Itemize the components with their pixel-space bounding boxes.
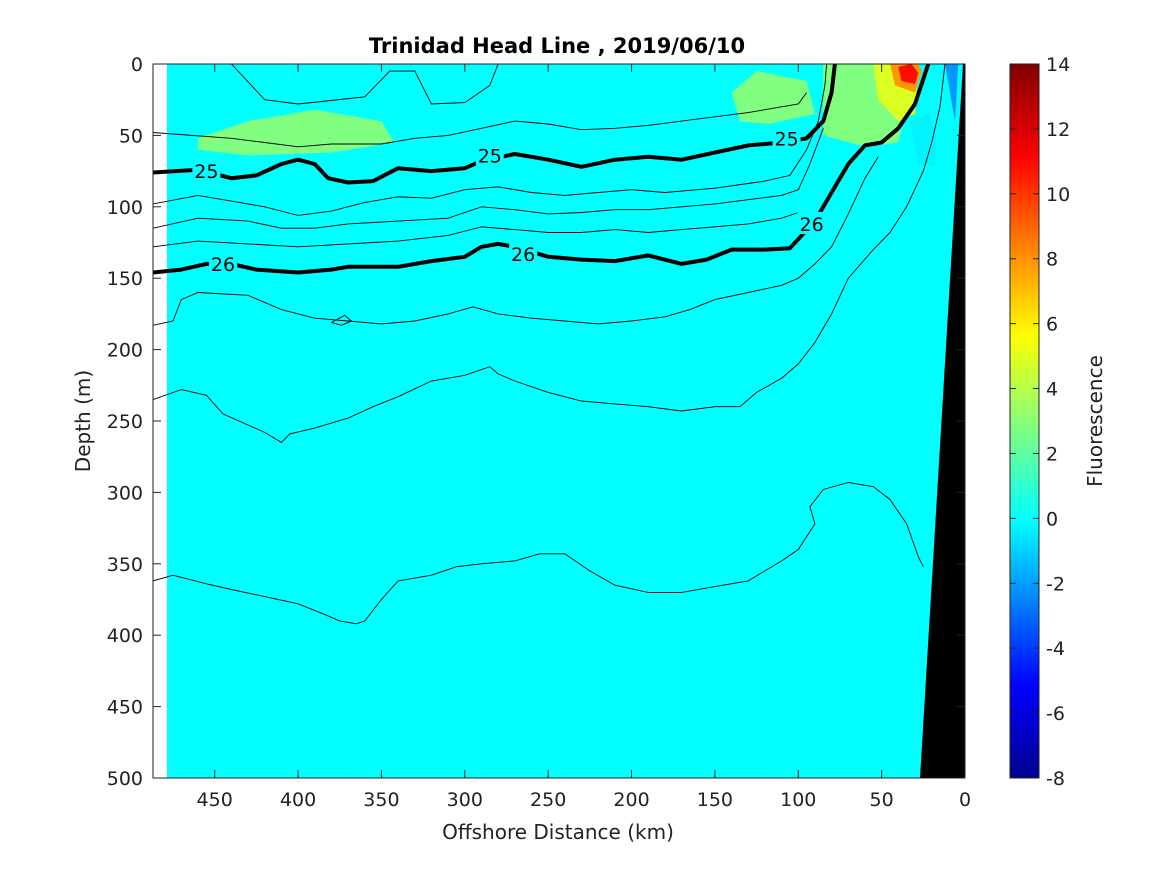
x-axis-label: Offshore Distance (km): [442, 820, 674, 844]
isopycnal-25-line: [153, 64, 837, 185]
y-tick-label: 250: [107, 411, 143, 433]
contour-label-bg-4: [209, 251, 238, 274]
colorbar-tick-label: 2: [1046, 443, 1058, 465]
contour-label-5: 26: [511, 244, 535, 266]
fluorescence-patch-7: [910, 114, 937, 167]
contour-label-bg-2: [475, 143, 504, 166]
y-tick-label: 300: [107, 482, 143, 504]
contour-label-bg-6: [797, 211, 826, 234]
contour-label-2: 25: [478, 145, 502, 167]
thin-contours: [153, 64, 946, 625]
colorbar: [1009, 63, 1040, 779]
y-tick-label: 350: [107, 554, 143, 576]
contour-label-6: 26: [800, 214, 824, 236]
thin-contour-5: [153, 212, 799, 248]
y-tick-label: 150: [107, 268, 143, 290]
x-tick-label: 100: [780, 789, 816, 811]
contour-label-3: 25: [774, 128, 798, 150]
y-tick-label: 500: [107, 768, 143, 790]
y-tick-label: 0: [131, 54, 143, 76]
isopycnal-26-line: [153, 64, 931, 275]
colorbar-tick-label: -4: [1046, 638, 1065, 660]
fluorescence-patches: [198, 64, 959, 167]
x-tick-label: 200: [613, 789, 649, 811]
thin-contour-7: [153, 64, 946, 443]
colorbar-tick-label: 12: [1046, 119, 1070, 141]
thin-contour-4: [153, 128, 824, 229]
x-tick-label: 50: [870, 789, 894, 811]
thin-contour-3: [153, 64, 828, 216]
x-axis-ticks: 450 400 350 300 250 200 150 100 50 0: [197, 64, 971, 811]
colorbar-tick-label: -8: [1046, 768, 1065, 790]
y-axis-ticks: 0 50 100 150 200 250 300 350 400 450 500: [107, 54, 965, 790]
isopycnal-contours: [153, 64, 931, 275]
colorbar-ticks: -8 -6 -4 -2 0 2 4 6 8 10 12 14: [1010, 54, 1070, 790]
thin-contour-1: [153, 64, 499, 105]
x-tick-label: 150: [697, 789, 733, 811]
fluorescence-background: [167, 64, 965, 778]
thin-contour-9: [331, 314, 353, 326]
y-axis-label: Depth (m): [71, 370, 95, 472]
contour-label-bg-5: [509, 241, 538, 264]
contour-label-4: 26: [211, 254, 235, 276]
seafloor-bathymetry: [920, 64, 965, 778]
colorbar-tick-label: -6: [1046, 703, 1065, 725]
thin-contour-6: [153, 156, 879, 326]
colorbar-tick-label: 10: [1046, 184, 1070, 206]
thin-contour-2: [153, 92, 807, 148]
colorbar-tick-label: 14: [1046, 54, 1070, 76]
contour-labels: 25 25 25 26 26 26: [192, 126, 826, 276]
y-tick-label: 200: [107, 340, 143, 362]
colorbar-tick-label: 0: [1046, 508, 1058, 530]
contour-label-bg-3: [772, 126, 801, 149]
colorbar-tick-label: 6: [1046, 314, 1058, 336]
fluorescence-patch-2: [731, 71, 815, 124]
colorbar-label: Fluorescence: [1083, 355, 1107, 487]
contour-label-bg-1: [192, 159, 221, 182]
colorbar-tick-label: 8: [1046, 249, 1058, 271]
y-tick-label: 100: [107, 197, 143, 219]
contour-label-1: 25: [194, 161, 218, 183]
chart-title: Trinidad Head Line , 2019/06/10: [369, 34, 745, 58]
fluorescence-patch-6: [898, 64, 919, 84]
fluorescence-patch-8: [945, 64, 959, 122]
colorbar-tick-label: 4: [1046, 379, 1058, 401]
y-tick-label: 400: [107, 625, 143, 647]
colorbar-tick-label: -2: [1046, 573, 1065, 595]
thin-contour-8: [153, 481, 924, 625]
x-tick-label: 350: [363, 789, 399, 811]
x-tick-label: 450: [197, 789, 233, 811]
x-tick-label: 0: [959, 789, 971, 811]
x-tick-label: 400: [280, 789, 316, 811]
x-tick-label: 250: [530, 789, 566, 811]
y-tick-label: 450: [107, 697, 143, 719]
y-tick-label: 50: [119, 125, 143, 147]
x-tick-label: 300: [447, 789, 483, 811]
